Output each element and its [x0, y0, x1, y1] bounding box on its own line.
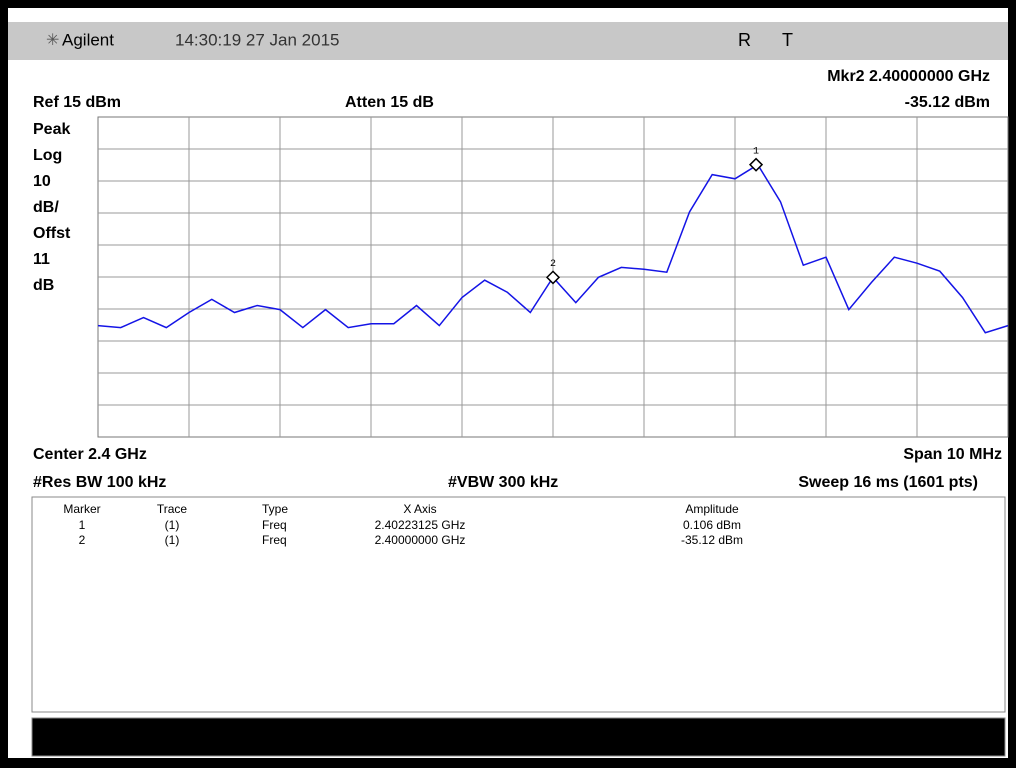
status: T: [782, 30, 793, 50]
logo: ✳: [46, 32, 59, 49]
table-cell: -35.12 dBm: [681, 533, 743, 547]
ref-level: Ref 15 dBm: [33, 94, 121, 111]
status: R: [738, 30, 751, 50]
table-cell: Freq: [262, 533, 287, 547]
scale-label: Offst: [33, 225, 71, 242]
vbw: #VBW 300 kHz: [448, 474, 558, 491]
status-bar: [31, 717, 1006, 757]
rbw: #Res BW 100 kHz: [33, 474, 166, 491]
marker-readout: Mkr2 2.40000000 GHz: [827, 68, 990, 85]
column-header: Amplitude: [685, 502, 739, 516]
column-header: Marker: [63, 502, 100, 516]
scale-label: 10: [33, 173, 51, 190]
table-cell: Freq: [262, 518, 287, 532]
marker-label: 1: [753, 146, 759, 157]
table-cell: 2: [79, 533, 86, 547]
table-cell: 2.40223125 GHz: [375, 518, 466, 532]
sweep: Sweep 16 ms (1601 pts): [798, 474, 978, 491]
center: Center 2.4 GHz: [33, 446, 147, 463]
brand: Agilent: [62, 30, 114, 49]
table-cell: (1): [165, 518, 180, 532]
marker: [748, 157, 764, 172]
column-header: Type: [262, 502, 288, 516]
column-header: Trace: [157, 502, 188, 516]
scale-label: dB/: [33, 199, 59, 216]
table-cell: 2.40000000 GHz: [375, 533, 466, 547]
scale-label: Log: [33, 147, 62, 164]
datetime: 14:30:19 27 Jan 2015: [175, 30, 339, 49]
scale-label: Peak: [33, 121, 70, 138]
marker-label: 2: [550, 259, 556, 270]
table-cell: 0.106 dBm: [683, 518, 741, 532]
title-bar: [8, 22, 1008, 60]
span: Span 10 MHz: [903, 446, 1002, 463]
table-cell: 1: [79, 518, 86, 532]
marker: [545, 270, 561, 285]
attenuation: Atten 15 dB: [345, 94, 434, 111]
table-cell: (1): [165, 533, 180, 547]
marker-table: [31, 496, 1006, 713]
scale-label: 11: [33, 251, 50, 268]
column-header: X Axis: [403, 502, 436, 516]
scale-label: dB: [33, 277, 54, 294]
marker-amplitude: -35.12 dBm: [905, 94, 990, 111]
